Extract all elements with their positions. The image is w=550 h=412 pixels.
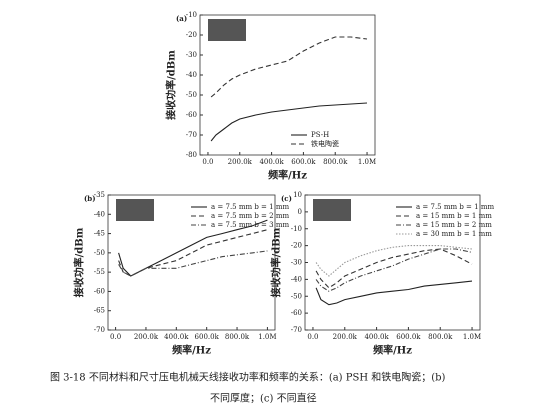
- series-line: [210, 102, 368, 142]
- x-tick-label: 400.0k: [259, 158, 284, 166]
- legend-label: a = 7.5 mm b = 1 mm: [211, 203, 289, 211]
- x-tick-label: 600.0k: [396, 333, 421, 341]
- y-tick-label: -70: [186, 131, 197, 139]
- x-axis-label: 频率/Hz: [172, 344, 211, 357]
- y-tick-label: -80: [186, 151, 197, 159]
- caption: 图 3-18 不同材料和尺寸压电机械天线接收功率和频率的关系：(a) PSH 和…: [50, 371, 446, 384]
- y-tick-label: -70: [291, 326, 302, 334]
- legend-label: a = 15 mm b = 2 mm: [416, 221, 492, 229]
- inset-photo: [208, 19, 246, 41]
- x-tick-label: 400.0k: [164, 333, 189, 341]
- y-tick-label: -10: [291, 225, 302, 233]
- y-tick-label: -10: [186, 11, 197, 19]
- y-tick-label: -20: [186, 31, 197, 39]
- x-tick-label: 0.0: [202, 158, 213, 166]
- x-tick-label: 800.0k: [225, 333, 250, 341]
- x-tick-label: 600.0k: [195, 333, 220, 341]
- series-line: [315, 248, 473, 292]
- series-line: [118, 229, 268, 277]
- y-tick-label: -60: [186, 111, 197, 119]
- y-tick-label: -20: [291, 242, 302, 250]
- y-tick-label: -40: [291, 275, 302, 283]
- y-tick-label: -30: [186, 51, 197, 59]
- x-tick-label: 800.0k: [323, 158, 348, 166]
- y-axis-label: 接收功率/dBm: [270, 227, 283, 297]
- y-tick-label: -60: [291, 309, 302, 317]
- panel-label: (b): [84, 194, 96, 203]
- y-tick-label: 10: [293, 191, 302, 199]
- y-tick-label: 0: [298, 208, 302, 216]
- x-tick-label: 200.0k: [228, 158, 253, 166]
- x-tick-label: 1.0M: [258, 333, 276, 341]
- x-tick-label: 1.0M: [358, 158, 376, 166]
- caption: 不同厚度；(c) 不同直径: [210, 392, 317, 405]
- series-line: [315, 280, 473, 306]
- plot-frame: [199, 14, 376, 156]
- inset-photo: [313, 199, 351, 221]
- y-tick-label: -40: [94, 210, 105, 218]
- legend-label: a = 7.5 mm b = 2 mm: [211, 212, 289, 220]
- y-tick-label: -45: [94, 230, 105, 238]
- y-axis-label: 接收功率/dBm: [73, 227, 86, 297]
- x-tick-label: 800.0k: [428, 333, 453, 341]
- legend-label: PS-H: [311, 131, 329, 139]
- x-tick-label: 400.0k: [364, 333, 389, 341]
- inset-photo: [116, 199, 154, 221]
- series-line: [315, 245, 473, 277]
- series-line: [315, 248, 473, 289]
- x-tick-label: 0.0: [307, 333, 318, 341]
- y-tick-label: -35: [94, 191, 105, 199]
- x-axis-label: 频率/Hz: [373, 344, 412, 357]
- x-tick-label: 600.0k: [291, 158, 316, 166]
- x-tick-label: 200.0k: [134, 333, 159, 341]
- x-tick-label: 0.0: [110, 333, 121, 341]
- y-tick-label: -50: [186, 91, 197, 99]
- panel-label: (a): [176, 14, 187, 23]
- legend-label: a = 7.5 mm b = 1 mm: [416, 203, 494, 211]
- series-line: [210, 36, 368, 98]
- panel-label: (c): [281, 194, 292, 203]
- y-tick-label: -30: [291, 259, 302, 267]
- y-tick-label: -70: [94, 326, 105, 334]
- legend-label: a = 7.5 mm b = 3 mm: [211, 221, 289, 229]
- legend-label: 铁电陶瓷: [311, 139, 339, 148]
- y-tick-label: -60: [94, 287, 105, 295]
- x-axis-label: 频率/Hz: [268, 169, 307, 182]
- x-tick-label: 1.0M: [463, 333, 481, 341]
- plot-frame: [107, 194, 276, 331]
- y-tick-label: -65: [94, 307, 105, 315]
- y-tick-label: -55: [94, 268, 105, 276]
- y-axis-label: 接收功率/dBm: [165, 50, 178, 120]
- x-tick-label: 200.0k: [333, 333, 358, 341]
- series-line: [118, 250, 268, 277]
- y-tick-label: -50: [94, 249, 105, 257]
- y-tick-label: -40: [186, 71, 197, 79]
- legend-label: a = 30 mm b = 1 mm: [416, 230, 492, 238]
- legend-label: a = 15 mm b = 1 mm: [416, 212, 492, 220]
- y-tick-label: -50: [291, 292, 302, 300]
